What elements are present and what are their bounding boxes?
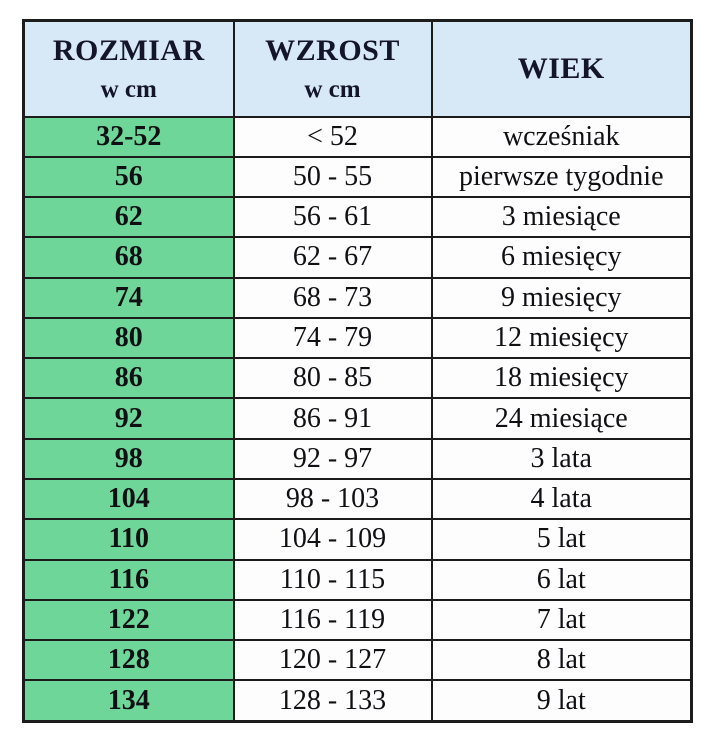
size-chart-table: ROZMIAR w cm WZROST w cm WIEK 32-52 < 52… (22, 19, 693, 723)
age-cell: 12 miesięcy (430, 316, 693, 360)
age-cell: 3 miesiące (430, 196, 693, 239)
table-row: 104 98 - 103 4 lata (22, 478, 693, 521)
table-row: 134 128 - 133 9 lat (22, 679, 693, 723)
height-cell: 92 - 97 (232, 437, 433, 481)
table-row: 128 120 - 127 8 lat (22, 639, 693, 682)
size-cell: 56 (22, 155, 235, 199)
age-cell: 6 miesięcy (430, 236, 693, 279)
table-body: 32-52 < 52 wcześniak 56 50 - 55 pierwsze… (22, 115, 693, 723)
age-cell: 5 lat (430, 518, 693, 561)
table-row: 92 86 - 91 24 miesiące (22, 397, 693, 440)
table-row: 86 80 - 85 18 miesięcy (22, 357, 693, 400)
size-cell: 110 (22, 518, 235, 561)
height-cell: 62 - 67 (232, 236, 433, 279)
table-row: 74 68 - 73 9 miesięcy (22, 276, 693, 319)
table-row: 62 56 - 61 3 miesiące (22, 196, 693, 239)
height-cell: 116 - 119 (232, 598, 433, 642)
height-cell: 50 - 55 (232, 155, 433, 199)
age-cell: wcześniak (430, 115, 693, 158)
header-cell-rozmiar: ROZMIAR w cm (22, 19, 235, 118)
height-cell: 110 - 115 (232, 558, 433, 601)
header-subtitle-wzrost: w cm (304, 75, 361, 103)
size-cell: 116 (22, 558, 235, 601)
age-cell: 9 lat (430, 679, 693, 723)
table-row: 110 104 - 109 5 lat (22, 518, 693, 561)
height-cell: 56 - 61 (232, 196, 433, 239)
size-cell: 68 (22, 236, 235, 279)
size-cell: 104 (22, 478, 235, 521)
size-cell: 122 (22, 598, 235, 642)
table-row: 32-52 < 52 wcześniak (22, 115, 693, 158)
size-cell: 32-52 (22, 115, 235, 158)
age-cell: 4 lata (430, 478, 693, 521)
header-title-wiek: WIEK (517, 51, 605, 85)
header-row: ROZMIAR w cm WZROST w cm WIEK (22, 19, 693, 118)
header-cell-wzrost: WZROST w cm (232, 19, 433, 118)
table-row: 80 74 - 79 12 miesięcy (22, 316, 693, 360)
size-cell: 86 (22, 357, 235, 400)
table-row: 68 62 - 67 6 miesięcy (22, 236, 693, 279)
header-title-rozmiar: ROZMIAR (52, 34, 205, 67)
age-cell: 8 lat (430, 639, 693, 682)
header-subtitle-rozmiar: w cm (100, 75, 157, 103)
height-cell: 80 - 85 (232, 357, 433, 400)
size-cell: 128 (22, 639, 235, 682)
height-cell: 86 - 91 (232, 397, 433, 440)
table-row: 122 116 - 119 7 lat (22, 598, 693, 642)
height-cell: 120 - 127 (232, 639, 433, 682)
height-cell: 74 - 79 (232, 316, 433, 360)
header-title-wzrost: WZROST (265, 34, 400, 67)
table-row: 56 50 - 55 pierwsze tygodnie (22, 155, 693, 199)
size-cell: 98 (22, 437, 235, 481)
height-cell: < 52 (232, 115, 433, 158)
header-cell-wiek: WIEK (430, 19, 693, 118)
height-cell: 98 - 103 (232, 478, 433, 521)
height-cell: 128 - 133 (232, 679, 433, 723)
age-cell: 18 miesięcy (430, 357, 693, 400)
age-cell: pierwsze tygodnie (430, 155, 693, 199)
age-cell: 7 lat (430, 598, 693, 642)
height-cell: 68 - 73 (232, 276, 433, 319)
size-cell: 134 (22, 679, 235, 723)
age-cell: 3 lata (430, 437, 693, 481)
age-cell: 24 miesiące (430, 397, 693, 440)
age-cell: 6 lat (430, 558, 693, 601)
size-cell: 74 (22, 276, 235, 319)
height-cell: 104 - 109 (232, 518, 433, 561)
size-cell: 62 (22, 196, 235, 239)
table-row: 116 110 - 115 6 lat (22, 558, 693, 601)
table-row: 98 92 - 97 3 lata (22, 437, 693, 481)
size-cell: 80 (22, 316, 235, 360)
age-cell: 9 miesięcy (430, 276, 693, 319)
size-cell: 92 (22, 397, 235, 440)
